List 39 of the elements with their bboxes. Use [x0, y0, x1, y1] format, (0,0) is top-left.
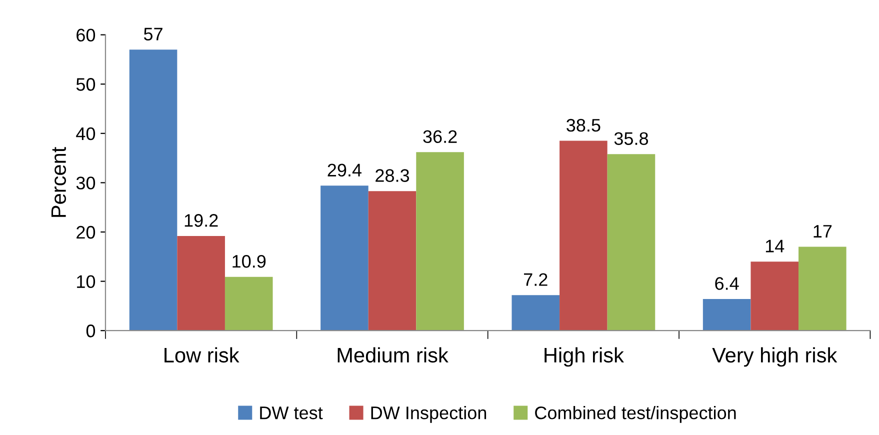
bar — [702, 299, 751, 331]
data-label: 19.2 — [184, 214, 218, 227]
x-tick-label: High risk — [544, 347, 624, 367]
y-tick-label: 10 — [77, 275, 96, 288]
data-label: 7.2 — [524, 273, 548, 286]
data-label: 6.4 — [715, 277, 739, 290]
x-tick-label: Medium risk — [338, 347, 448, 363]
data-label: 28.3 — [376, 169, 410, 182]
data-label: 29.4 — [328, 164, 362, 177]
bar — [224, 276, 273, 331]
data-label: 57 — [144, 28, 162, 40]
legend-label: Combined test/inspection — [535, 406, 736, 423]
data-label: 35.8 — [614, 132, 648, 145]
bar — [560, 140, 608, 331]
x-tick-label: Very high risk — [712, 347, 838, 367]
x-tick-label: Low risk — [164, 347, 240, 363]
legend-label: DW Inspection — [371, 406, 486, 423]
bar — [416, 152, 464, 331]
y-tick-label: 60 — [76, 28, 96, 42]
data-label: 36.2 — [423, 130, 457, 144]
bar — [129, 50, 178, 331]
y-tick-label: 20 — [76, 226, 96, 239]
data-label: 38.5 — [566, 118, 600, 132]
bar — [798, 246, 846, 331]
y-axis-title: Percent — [51, 146, 66, 217]
bar — [177, 236, 225, 331]
y-tick-label: 40 — [76, 127, 96, 140]
y-tick-label: 30 — [76, 176, 96, 190]
y-tick-label: 0 — [86, 324, 96, 338]
data-label: 14 — [766, 240, 784, 252]
bar — [512, 295, 560, 331]
bar — [607, 154, 656, 331]
legend-label: DW test — [260, 406, 323, 420]
y-tick-label: 50 — [76, 78, 96, 91]
bar — [750, 262, 799, 331]
data-label: 10.9 — [232, 254, 266, 268]
data-label: 17 — [814, 225, 832, 238]
bar — [320, 186, 368, 331]
bar — [368, 191, 416, 331]
